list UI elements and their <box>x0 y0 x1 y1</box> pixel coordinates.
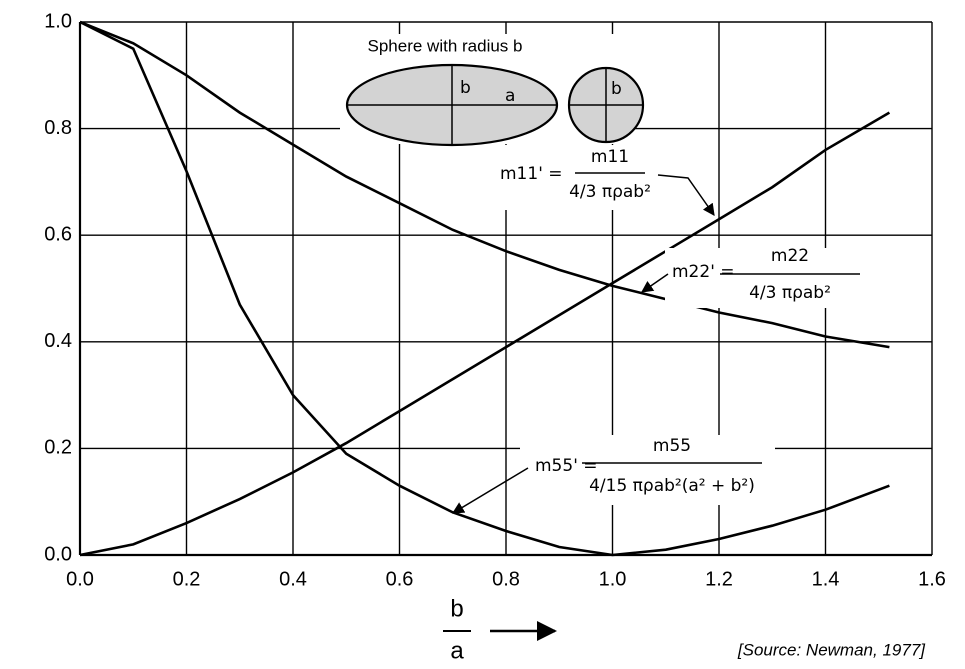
formula-numerator: m11 <box>591 147 629 167</box>
y-tick-label: 0.4 <box>44 330 72 352</box>
formula-numerator: m55 <box>653 436 691 456</box>
label-background <box>665 248 865 308</box>
x-tick-label: 1.6 <box>918 568 946 590</box>
x-axis-label: b <box>450 595 463 622</box>
y-tick-label: 0.6 <box>44 223 72 245</box>
label-background <box>520 435 775 505</box>
y-tick-label: 1.0 <box>44 10 72 32</box>
x-tick-label: 0.4 <box>279 568 307 590</box>
formula-numerator: m22 <box>771 246 809 266</box>
y-tick-label: 0.0 <box>44 543 72 565</box>
label-background <box>490 145 650 210</box>
x-tick-label: 0.0 <box>66 568 94 590</box>
x-tick-label: 0.2 <box>173 568 201 590</box>
series-line <box>79 20 890 349</box>
y-tick-label: 0.2 <box>44 437 72 459</box>
x-tick-label: 0.8 <box>492 568 520 590</box>
formula-denominator: 4/3 πρab² <box>749 283 831 303</box>
formula-lhs: m11' = <box>500 164 563 184</box>
x-axis-label: a <box>450 637 464 664</box>
ellipse-label: a <box>505 86 515 106</box>
series-line <box>79 20 890 557</box>
x-tick-label: 0.6 <box>386 568 414 590</box>
formula-denominator: 4/3 πρab² <box>569 182 651 202</box>
annotation-arrow <box>641 273 669 293</box>
formula-lhs: m22' = <box>672 262 735 282</box>
x-tick-label: 1.4 <box>812 568 840 590</box>
annotation-arrow <box>657 174 715 216</box>
series-line <box>79 111 891 557</box>
sphere-label: b <box>611 79 622 99</box>
ellipse-label: b <box>460 78 471 98</box>
formula-lhs: m55' = <box>535 456 598 476</box>
inset-title: Sphere with radius b <box>368 36 523 55</box>
source-note: [Source: Newman, 1977] <box>737 640 926 659</box>
x-tick-label: 1.2 <box>705 568 733 590</box>
x-tick-label: 1.0 <box>599 568 627 590</box>
annotation-arrow <box>451 467 529 514</box>
formula-denominator: 4/15 πρab²(a² + b²) <box>589 476 755 496</box>
y-tick-label: 0.8 <box>44 117 72 139</box>
